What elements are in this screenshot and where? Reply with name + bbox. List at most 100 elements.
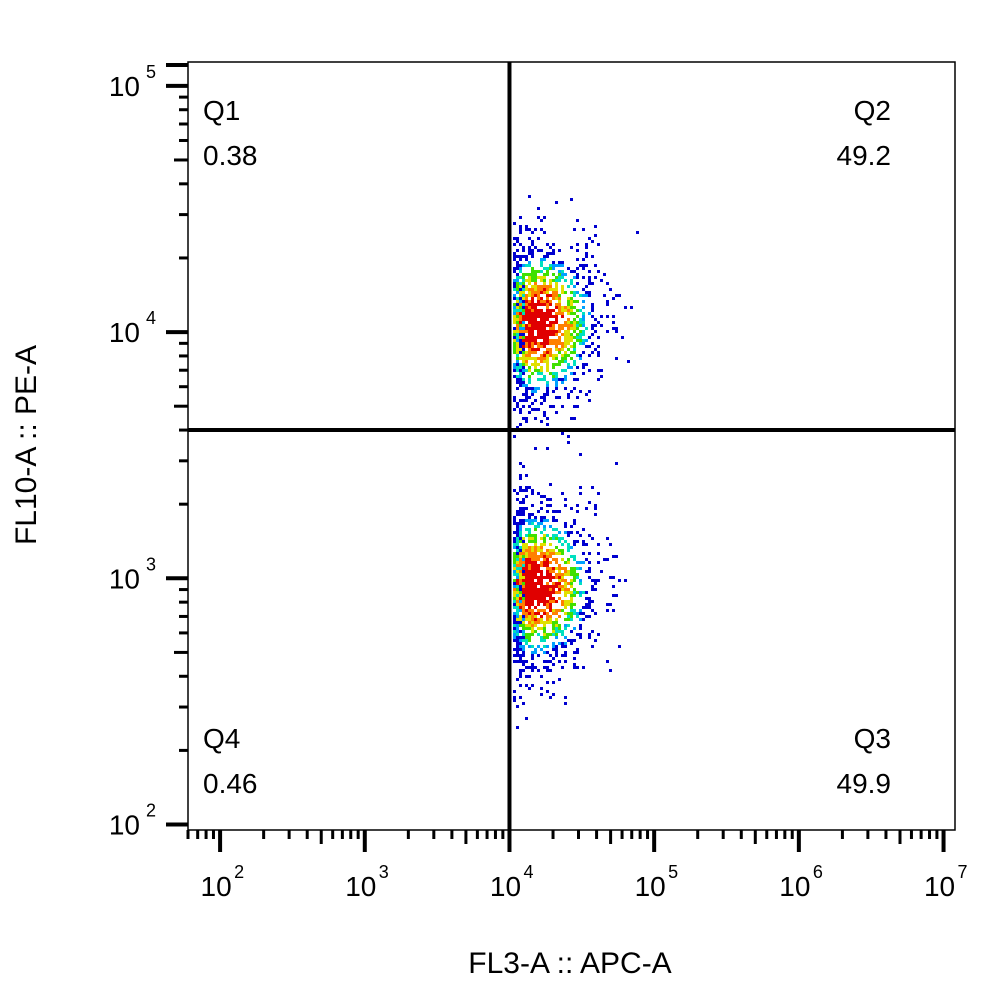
event-dot	[567, 558, 570, 561]
event-dot	[537, 669, 540, 672]
event-dot	[528, 573, 531, 576]
event-dot	[555, 201, 558, 204]
event-dot	[513, 636, 516, 639]
event-dot	[579, 333, 582, 336]
event-dot	[522, 573, 525, 576]
event-dot	[618, 294, 621, 297]
event-dot	[543, 321, 546, 324]
event-dot	[540, 345, 543, 348]
event-dot	[540, 531, 543, 534]
event-dot	[528, 561, 531, 564]
event-dot	[591, 315, 594, 318]
event-dot	[555, 552, 558, 555]
event-dot	[519, 546, 522, 549]
event-dot	[549, 321, 552, 324]
event-dot	[525, 312, 528, 315]
event-dot	[537, 270, 540, 273]
event-dot	[591, 282, 594, 285]
event-dot	[519, 624, 522, 627]
event-dot	[513, 375, 516, 378]
event-dot	[519, 621, 522, 624]
event-dot	[534, 306, 537, 309]
event-dot	[546, 669, 549, 672]
event-dot	[513, 258, 516, 261]
event-dot	[558, 573, 561, 576]
event-dot	[525, 579, 528, 582]
event-dot	[546, 309, 549, 312]
event-dot	[549, 246, 552, 249]
event-dot	[528, 246, 531, 249]
event-dot	[522, 513, 525, 516]
event-dot	[525, 330, 528, 333]
event-dot	[555, 528, 558, 531]
event-dot	[612, 321, 615, 324]
event-dot	[516, 597, 519, 600]
event-dot	[564, 279, 567, 282]
event-dot	[528, 261, 531, 264]
x-tick-exponent: 3	[379, 862, 389, 882]
event-dot	[513, 312, 516, 315]
event-dot	[552, 597, 555, 600]
event-dot	[513, 255, 516, 258]
event-dot	[591, 327, 594, 330]
event-dot	[531, 276, 534, 279]
event-dot	[522, 273, 525, 276]
event-dot	[558, 294, 561, 297]
event-dot	[522, 702, 525, 705]
event-dot	[570, 327, 573, 330]
event-dot	[555, 372, 558, 375]
event-dot	[612, 585, 615, 588]
event-dot	[513, 588, 516, 591]
event-dot	[528, 318, 531, 321]
event-dot	[549, 285, 552, 288]
event-dot	[513, 567, 516, 570]
y-tick-label: 10	[109, 563, 140, 594]
event-dot	[564, 522, 567, 525]
event-dot	[513, 327, 516, 330]
event-dot	[525, 393, 528, 396]
event-dot	[546, 498, 549, 501]
event-dot	[576, 300, 579, 303]
event-dot	[573, 627, 576, 630]
event-dot	[591, 342, 594, 345]
event-dot	[555, 363, 558, 366]
event-dot	[579, 579, 582, 582]
event-dot	[531, 621, 534, 624]
event-dot	[570, 573, 573, 576]
event-dot	[582, 366, 585, 369]
event-dot	[546, 681, 549, 684]
event-dot	[519, 555, 522, 558]
event-dot	[558, 552, 561, 555]
event-dot	[558, 549, 561, 552]
event-dot	[582, 612, 585, 615]
event-dot	[567, 318, 570, 321]
event-dot	[549, 309, 552, 312]
event-dot	[528, 606, 531, 609]
event-dot	[543, 588, 546, 591]
event-dot	[534, 594, 537, 597]
quadrant-name: Q2	[854, 95, 891, 126]
event-dot	[519, 231, 522, 234]
event-dot	[519, 270, 522, 273]
event-dot	[540, 327, 543, 330]
event-dot	[528, 291, 531, 294]
event-dot	[570, 582, 573, 585]
event-dot	[525, 564, 528, 567]
event-dot	[534, 621, 537, 624]
event-dot	[618, 645, 621, 648]
event-dot	[537, 207, 540, 210]
event-dot	[552, 609, 555, 612]
event-dot	[621, 336, 624, 339]
event-dot	[513, 336, 516, 339]
event-dot	[552, 582, 555, 585]
event-dot	[528, 639, 531, 642]
event-dot	[597, 270, 600, 273]
event-dot	[564, 618, 567, 621]
event-dot	[531, 576, 534, 579]
event-dot	[567, 615, 570, 618]
event-dot	[543, 552, 546, 555]
event-dot	[564, 642, 567, 645]
event-dot	[558, 570, 561, 573]
event-dot	[519, 312, 522, 315]
